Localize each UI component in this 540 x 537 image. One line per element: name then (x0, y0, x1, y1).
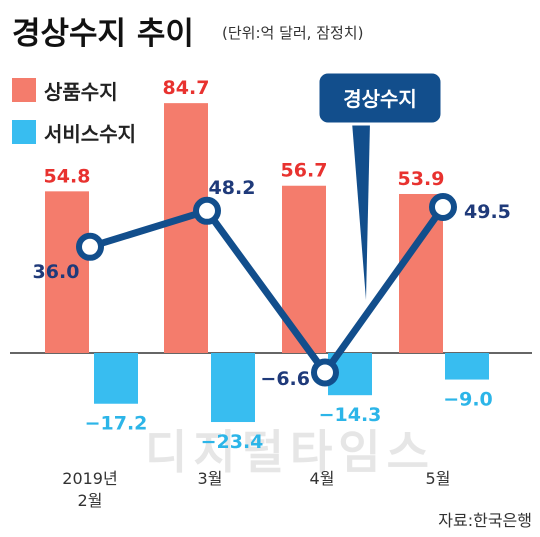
line-current-account (88, 204, 446, 376)
label-goods-1: 84.7 (163, 77, 210, 99)
legend-label-services: 서비스수지 (44, 122, 136, 146)
x-tick-0-line-0: 2019년 (62, 469, 117, 488)
label-services-2: −14.3 (319, 404, 382, 426)
bar-goods-0 (45, 191, 89, 353)
legend-label-goods: 상품수지 (44, 80, 118, 104)
callout-label: 경상수지 (343, 87, 417, 111)
x-tick-1: 3월 (198, 469, 223, 488)
x-tick-2: 4월 (310, 469, 335, 488)
point-current-0 (76, 232, 104, 261)
bars-layer (45, 103, 489, 423)
bar-services-0 (94, 353, 138, 404)
label-services-0: −17.2 (85, 413, 148, 435)
unit-note: (단위:억 달러, 잠정치) (222, 24, 363, 42)
source-note: 자료:한국은행 (438, 511, 532, 530)
label-services-1: −23.4 (201, 431, 264, 453)
bar-goods-1 (164, 103, 208, 353)
legend-swatch-goods (12, 78, 36, 102)
label-services-3: −9.0 (443, 389, 493, 411)
legend-swatch-services (12, 120, 36, 144)
bar-services-1 (211, 353, 255, 423)
point-current-3 (429, 192, 457, 221)
watermark: 디지털타임스 (145, 425, 435, 479)
point-current-1 (193, 196, 221, 225)
chart-title: 경상수지 추이 (12, 16, 194, 52)
label-current-1: 48.2 (209, 177, 256, 199)
point-current-2 (311, 358, 339, 387)
ticks-layer: 2019년 2월 3월 4월 5월 (62, 469, 450, 510)
callout-pointer (352, 122, 370, 300)
line-layer (76, 192, 457, 387)
label-goods-2: 56.7 (281, 160, 328, 182)
label-goods-3: 53.9 (398, 168, 445, 190)
x-tick-0-line-1: 2월 (78, 491, 103, 510)
label-current-0: 36.0 (33, 261, 80, 283)
labels-layer: 54.8 84.7 56.7 53.9 −17.2 −23.4 −14.3 −9.0 36.0 4… (33, 77, 511, 453)
label-current-3: 49.5 (464, 201, 511, 223)
callout-box (316, 70, 444, 126)
x-tick-3: 5월 (426, 469, 451, 488)
label-current-2: −6.6 (260, 368, 310, 390)
bar-services-3 (445, 353, 489, 380)
label-goods-0: 54.8 (44, 165, 91, 187)
